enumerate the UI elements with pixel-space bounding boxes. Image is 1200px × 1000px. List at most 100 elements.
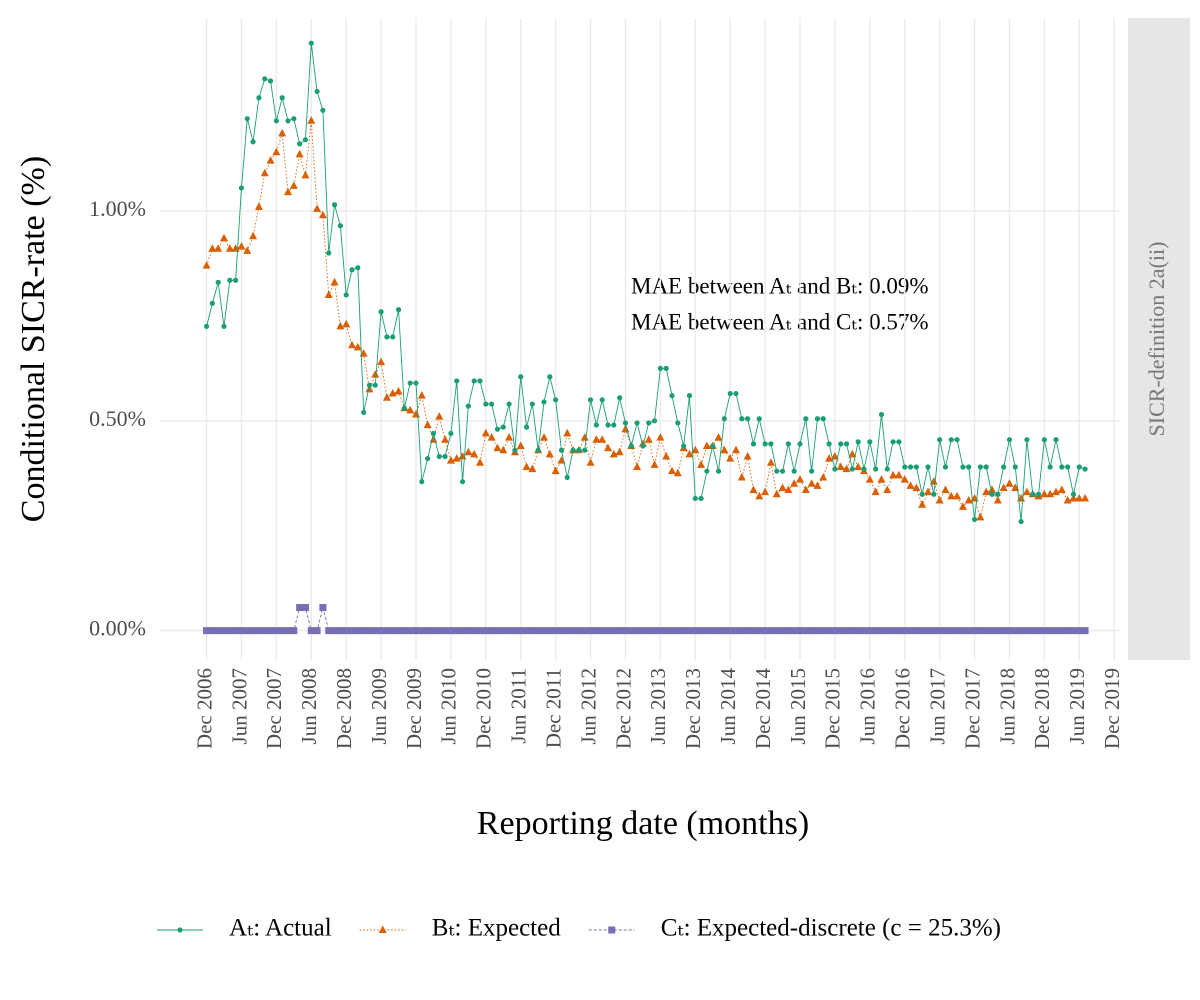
annotation: MAE between Aₜ and Cₜ: 0.57% bbox=[631, 309, 929, 334]
marker bbox=[424, 627, 432, 635]
marker bbox=[732, 445, 740, 454]
facet-label: SICR-definition 2a(ii) bbox=[1144, 242, 1169, 437]
marker bbox=[785, 441, 791, 447]
marker bbox=[720, 445, 729, 454]
marker bbox=[512, 447, 518, 453]
marker bbox=[657, 365, 663, 371]
marker bbox=[371, 370, 380, 378]
marker bbox=[756, 416, 762, 422]
x-tick-label: Dec 2011 bbox=[541, 668, 565, 748]
marker bbox=[896, 439, 902, 445]
marker bbox=[378, 309, 384, 315]
marker bbox=[1040, 627, 1048, 635]
marker bbox=[301, 170, 310, 179]
x-tick-label: Dec 2006 bbox=[192, 668, 216, 749]
ticks: 0.00% 0.50% 1.00% Dec 2006 Jun 2007 Dec 2007 J… bbox=[89, 196, 1124, 749]
marker bbox=[704, 468, 710, 474]
legend-key-marker bbox=[608, 926, 616, 934]
marker bbox=[465, 403, 471, 409]
marker bbox=[1024, 437, 1030, 443]
marker bbox=[995, 491, 1001, 497]
marker bbox=[1076, 464, 1082, 470]
x-tick-label: Jun 2011 bbox=[507, 668, 531, 744]
marker bbox=[877, 627, 885, 635]
marker bbox=[621, 424, 630, 433]
marker bbox=[941, 485, 950, 494]
marker bbox=[266, 156, 275, 164]
marker bbox=[592, 435, 601, 443]
marker bbox=[320, 107, 326, 113]
marker bbox=[261, 627, 269, 635]
marker bbox=[342, 627, 350, 635]
x-tick-label: Dec 2008 bbox=[332, 668, 356, 749]
marker bbox=[494, 426, 501, 432]
marker bbox=[569, 627, 577, 635]
marker bbox=[482, 627, 490, 635]
marker bbox=[256, 95, 262, 101]
marker bbox=[867, 439, 873, 445]
grid bbox=[160, 18, 1120, 660]
marker bbox=[500, 424, 506, 430]
marker bbox=[906, 481, 915, 489]
marker bbox=[493, 627, 501, 635]
marker bbox=[237, 242, 246, 250]
marker bbox=[919, 491, 925, 497]
marker bbox=[476, 458, 484, 466]
marker bbox=[273, 118, 279, 124]
marker bbox=[726, 627, 734, 635]
marker bbox=[419, 479, 425, 485]
marker bbox=[830, 451, 839, 460]
marker bbox=[738, 627, 746, 635]
marker bbox=[797, 441, 803, 447]
marker bbox=[883, 627, 891, 635]
marker bbox=[621, 627, 629, 635]
marker bbox=[913, 464, 919, 470]
marker bbox=[267, 78, 274, 84]
marker bbox=[721, 416, 727, 422]
marker bbox=[791, 468, 797, 474]
legend: Aₜ: Actual Bₜ: Expected Cₜ: Expected-discr… bbox=[157, 915, 1001, 942]
marker bbox=[476, 627, 484, 635]
marker bbox=[545, 449, 554, 458]
marker bbox=[1035, 491, 1042, 497]
marker bbox=[289, 181, 298, 189]
marker bbox=[901, 627, 909, 635]
marker bbox=[487, 433, 496, 441]
marker bbox=[890, 439, 896, 445]
marker bbox=[820, 416, 826, 422]
marker bbox=[809, 468, 815, 474]
marker bbox=[668, 466, 676, 475]
x-tick-label: Dec 2016 bbox=[891, 668, 915, 749]
marker bbox=[325, 627, 333, 635]
x-tick-label: Jun 2007 bbox=[227, 668, 251, 744]
marker bbox=[761, 487, 770, 496]
marker bbox=[860, 627, 868, 635]
marker bbox=[581, 627, 589, 635]
marker bbox=[605, 422, 611, 428]
marker bbox=[935, 496, 944, 504]
marker bbox=[692, 495, 698, 502]
marker bbox=[673, 468, 682, 477]
marker bbox=[976, 627, 984, 635]
marker bbox=[553, 397, 559, 403]
series bbox=[203, 40, 1088, 525]
marker bbox=[349, 267, 355, 273]
marker bbox=[1029, 627, 1037, 635]
marker bbox=[778, 483, 787, 491]
marker bbox=[505, 627, 513, 635]
y-tick-label: 1.00% bbox=[89, 196, 146, 221]
marker bbox=[220, 233, 228, 242]
marker bbox=[761, 627, 769, 635]
marker bbox=[656, 433, 665, 441]
marker bbox=[633, 462, 642, 470]
marker bbox=[547, 374, 553, 380]
marker bbox=[662, 451, 671, 460]
marker bbox=[517, 627, 525, 635]
marker bbox=[203, 323, 210, 330]
marker bbox=[878, 411, 885, 418]
marker bbox=[918, 627, 926, 635]
marker bbox=[651, 627, 659, 635]
marker bbox=[727, 390, 733, 397]
marker bbox=[1005, 479, 1014, 487]
y-tick-label: 0.50% bbox=[89, 406, 146, 431]
